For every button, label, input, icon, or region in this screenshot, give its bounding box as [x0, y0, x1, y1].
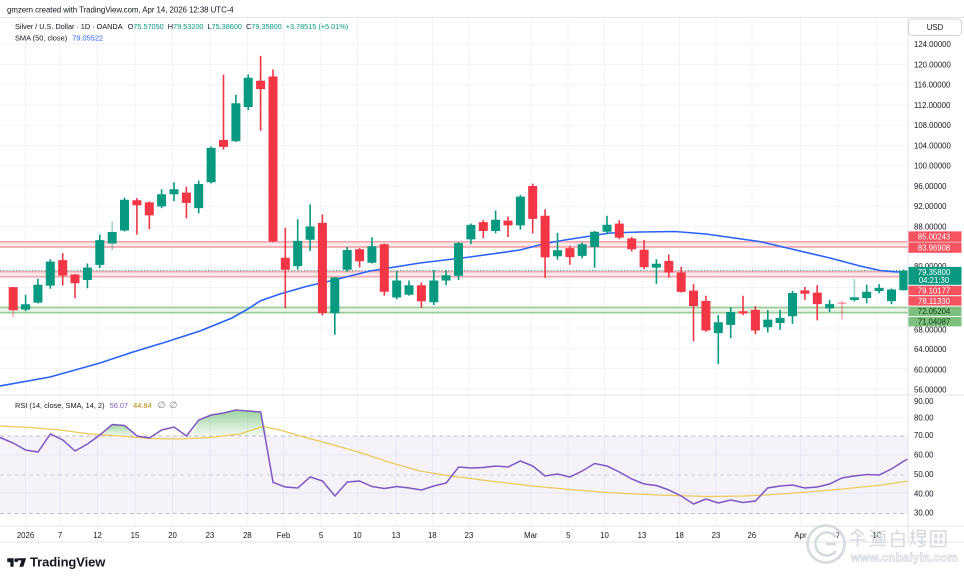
svg-text:40.00: 40.00 — [914, 489, 934, 498]
svg-text:26: 26 — [747, 531, 756, 540]
svg-text:96.00000: 96.00000 — [914, 182, 947, 191]
svg-text:56.00000: 56.00000 — [914, 385, 947, 394]
svg-text:120.00000: 120.00000 — [914, 60, 952, 69]
svg-text:60.00000: 60.00000 — [914, 365, 947, 374]
svg-text:50.00: 50.00 — [914, 470, 934, 479]
svg-text:80.00000: 80.00000 — [914, 262, 947, 271]
svg-text:70.00: 70.00 — [914, 431, 934, 440]
svg-text:04:21:30: 04:21:30 — [919, 276, 950, 285]
svg-text:112.00000: 112.00000 — [914, 101, 951, 110]
svg-text:28: 28 — [243, 531, 252, 540]
svg-text:Mar: Mar — [524, 531, 538, 540]
svg-text:18: 18 — [428, 531, 437, 540]
svg-text:88.00000: 88.00000 — [914, 223, 947, 232]
svg-text:Feb: Feb — [277, 531, 291, 540]
svg-text:13: 13 — [638, 531, 647, 540]
svg-text:108.00000: 108.00000 — [914, 121, 952, 130]
svg-text:5: 5 — [566, 531, 571, 540]
svg-text:85.00243: 85.00243 — [918, 233, 951, 242]
svg-text:USD: USD — [927, 23, 944, 32]
svg-text:15: 15 — [131, 531, 140, 540]
svg-text:124.00000: 124.00000 — [914, 40, 952, 49]
svg-text:79.10177: 79.10177 — [918, 286, 951, 295]
svg-text:TradingView: TradingView — [30, 555, 106, 570]
svg-text:100.00000: 100.00000 — [914, 162, 952, 171]
svg-text:Apr: Apr — [794, 531, 807, 540]
svg-text:18: 18 — [675, 531, 684, 540]
svg-text:www.cnbaiyin.com: www.cnbaiyin.com — [850, 552, 958, 565]
svg-text:Silver / U.S. Dollar · 1D · OA: Silver / U.S. Dollar · 1D · OANDA O75.570… — [15, 22, 348, 31]
svg-text:80.00: 80.00 — [914, 413, 934, 422]
svg-text:60.00: 60.00 — [914, 450, 934, 459]
svg-text:83.96908: 83.96908 — [918, 244, 951, 253]
svg-text:68.00000: 68.00000 — [914, 325, 947, 334]
svg-text:92.00000: 92.00000 — [914, 202, 947, 211]
svg-text:71.04087: 71.04087 — [918, 318, 951, 327]
svg-text:RSI (14, close, SMA, 14, 2) 56: RSI (14, close, SMA, 14, 2) 56.07 44.84 ∅ ∅ — [15, 400, 177, 410]
svg-text:23: 23 — [712, 531, 721, 540]
svg-text:gmzern created with TradingVie: gmzern created with TradingView.com, Apr… — [7, 5, 234, 14]
svg-text:5: 5 — [319, 531, 324, 540]
svg-text:7: 7 — [836, 531, 840, 540]
svg-text:10: 10 — [600, 531, 609, 540]
svg-text:23: 23 — [206, 531, 215, 540]
svg-text:104.00000: 104.00000 — [914, 141, 952, 150]
svg-text:90.00: 90.00 — [914, 397, 934, 406]
svg-text:SMA (50, close) 79.05522: SMA (50, close) 79.05522 — [15, 34, 103, 43]
svg-text:30.00: 30.00 — [914, 508, 934, 517]
svg-text:20: 20 — [168, 531, 177, 540]
svg-text:72.05204: 72.05204 — [918, 307, 951, 316]
svg-text:64.00000: 64.00000 — [914, 345, 947, 354]
svg-text:7: 7 — [58, 531, 62, 540]
svg-text:10: 10 — [872, 531, 881, 540]
svg-text:12: 12 — [93, 531, 102, 540]
svg-text:23: 23 — [465, 531, 474, 540]
svg-text:2026: 2026 — [17, 531, 34, 540]
svg-text:10: 10 — [353, 531, 362, 540]
svg-text:13: 13 — [392, 531, 401, 540]
svg-text:78.11330: 78.11330 — [918, 297, 951, 306]
svg-text:116.00000: 116.00000 — [914, 81, 951, 90]
svg-text:79.35800: 79.35800 — [918, 268, 951, 277]
